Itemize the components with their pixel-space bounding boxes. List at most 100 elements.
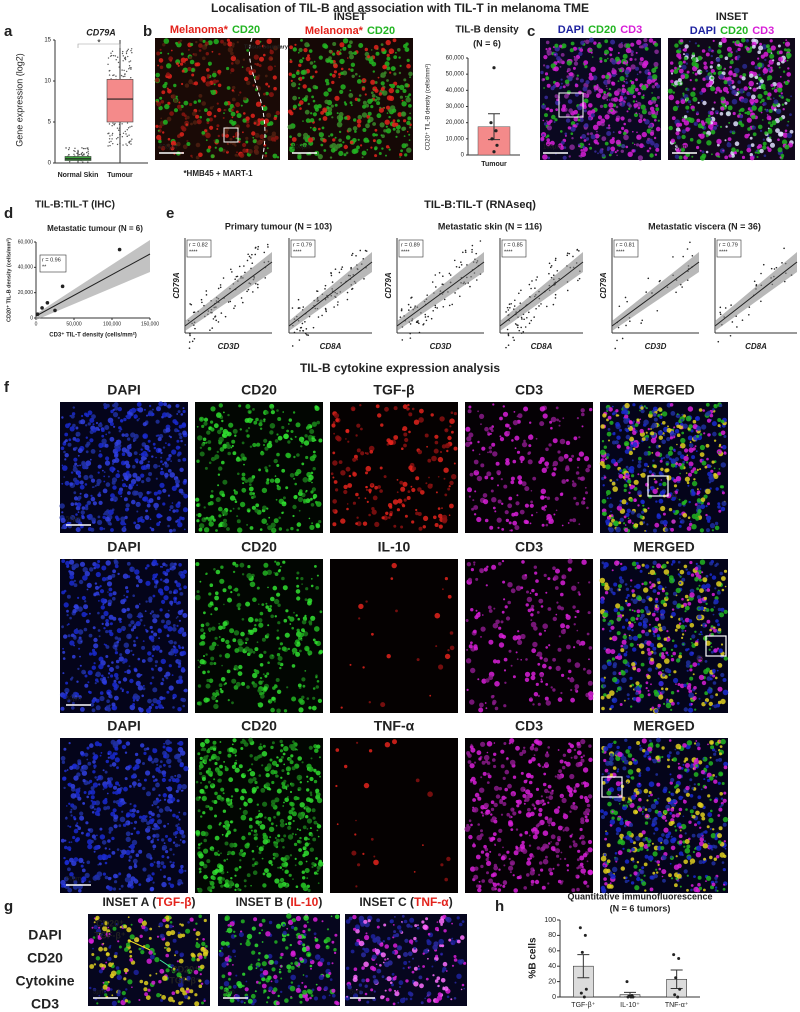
cell [707, 520, 710, 523]
cell [596, 93, 601, 98]
cell [201, 101, 206, 106]
cell [308, 137, 313, 142]
cell [438, 476, 440, 478]
cell [267, 39, 272, 44]
cell [565, 80, 570, 85]
scatter-texture [201, 302, 203, 304]
jitter [82, 155, 83, 156]
cell [297, 155, 301, 159]
cell [681, 414, 683, 416]
cell [449, 418, 455, 424]
cell [63, 451, 66, 454]
cell [127, 608, 130, 611]
scatter-texture [556, 270, 558, 272]
cell [235, 59, 240, 64]
cell [686, 111, 688, 113]
cell [206, 148, 210, 152]
cell [610, 497, 612, 499]
cell [365, 497, 367, 499]
cell [674, 484, 677, 487]
cell [767, 146, 770, 149]
scatter-texture [194, 328, 196, 330]
cell [253, 495, 256, 498]
cell [209, 501, 213, 505]
cell [709, 80, 713, 84]
cell [496, 462, 500, 466]
jitter [112, 122, 113, 123]
cell [723, 68, 725, 70]
cell [328, 135, 330, 137]
x-tick-label: Tumour [481, 161, 507, 168]
cell [588, 117, 591, 120]
cell [542, 468, 547, 473]
cell [787, 121, 789, 123]
cell [669, 508, 672, 511]
cell [531, 514, 533, 516]
cell [613, 521, 619, 527]
cell [468, 409, 472, 413]
cell [681, 75, 686, 80]
cell [697, 490, 701, 494]
cell [155, 706, 158, 709]
cell [136, 503, 140, 507]
cell [699, 408, 703, 412]
scatter-texture [618, 327, 620, 329]
cell [757, 146, 760, 149]
cell [258, 469, 261, 472]
cell [712, 421, 717, 426]
cell [630, 43, 634, 47]
cell [407, 59, 410, 62]
cell [355, 522, 358, 525]
scatter-texture [614, 348, 616, 350]
scatter-texture [422, 324, 424, 326]
cell [148, 440, 151, 443]
cell [569, 519, 572, 522]
cell [615, 409, 618, 412]
cell [690, 521, 692, 523]
cell [154, 585, 157, 588]
cell [615, 151, 617, 153]
cell [276, 453, 280, 457]
cell [167, 102, 170, 105]
cell [674, 43, 678, 47]
cell [563, 156, 567, 160]
scatter-texture [400, 316, 402, 318]
cell [168, 443, 171, 446]
header-part: Melanoma* [305, 25, 364, 37]
cell [349, 54, 354, 59]
cell [281, 469, 285, 473]
scatter-texture [549, 262, 551, 264]
jitter [123, 55, 124, 56]
scatter-texture [189, 335, 191, 337]
cell [230, 104, 234, 108]
scatter-texture [321, 315, 323, 317]
cell [395, 52, 397, 54]
cell [700, 150, 702, 152]
cell [521, 461, 523, 463]
scatter-texture [579, 278, 581, 280]
cell [719, 445, 721, 447]
cell [339, 52, 342, 55]
cell [123, 528, 125, 530]
cell [358, 139, 360, 141]
cell [340, 49, 342, 51]
scatter-texture [231, 271, 233, 273]
cell [288, 423, 290, 425]
cell [713, 473, 717, 477]
scatter-texture [214, 316, 216, 318]
cell [763, 139, 765, 141]
cell [248, 149, 253, 154]
cell [609, 48, 613, 52]
cell [114, 454, 118, 458]
cell [700, 528, 704, 532]
cell [615, 440, 619, 444]
scatter-texture [763, 264, 765, 266]
jitter [117, 57, 118, 58]
cell [208, 146, 211, 149]
cell [243, 112, 246, 115]
jitter [130, 140, 131, 141]
jitter [128, 68, 129, 69]
cell [685, 477, 690, 482]
cell [373, 139, 376, 142]
cell [612, 68, 615, 71]
